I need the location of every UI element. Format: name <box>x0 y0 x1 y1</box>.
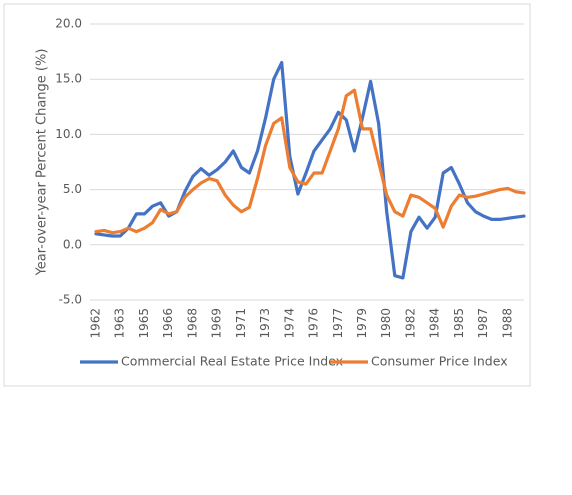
x-tick-label: 1971 <box>234 308 248 339</box>
x-tick-label: 1982 <box>403 308 417 339</box>
y-tick-label: -5.0 <box>59 293 82 307</box>
x-tick-label: 1962 <box>89 308 103 339</box>
line-series <box>94 88 526 235</box>
x-tick-label: 1979 <box>355 308 369 339</box>
chart-border <box>3 3 531 387</box>
x-tick-label: 1984 <box>428 308 442 339</box>
y-tick-label: 15.0 <box>55 72 82 86</box>
x-tick-label: 1973 <box>258 308 272 339</box>
x-tick-label: 1969 <box>210 308 224 339</box>
line-series <box>94 61 526 280</box>
x-tick-label: 1963 <box>113 308 127 339</box>
x-tick-label: 1965 <box>137 308 151 339</box>
y-axis-title: Year-over-year Percent Change (%) <box>35 49 50 277</box>
y-tick-label: 10.0 <box>55 127 82 141</box>
chart: Year-over-year Percent Change (%) -5.0 0.… <box>3 3 531 387</box>
y-tick-label: 0.0 <box>63 237 82 251</box>
x-tick-label: 1974 <box>282 308 296 339</box>
y-tick-label: 5.0 <box>63 182 82 196</box>
x-tick-label: 1968 <box>185 308 199 339</box>
x-tick-label: 1988 <box>500 308 514 339</box>
x-tick-label: 1976 <box>307 308 321 339</box>
y-tick-label: 20.0 <box>55 17 82 31</box>
x-tick-label: 1987 <box>476 308 490 339</box>
x-tick-label: 1980 <box>379 308 393 339</box>
x-tick-label: 1985 <box>452 308 466 339</box>
x-tick-label: 1977 <box>331 308 345 339</box>
x-tick-label: 1966 <box>161 308 175 339</box>
legend-label: Consumer Price Index <box>371 354 508 369</box>
legend-label: Commercial Real Estate Price Index <box>121 354 343 369</box>
